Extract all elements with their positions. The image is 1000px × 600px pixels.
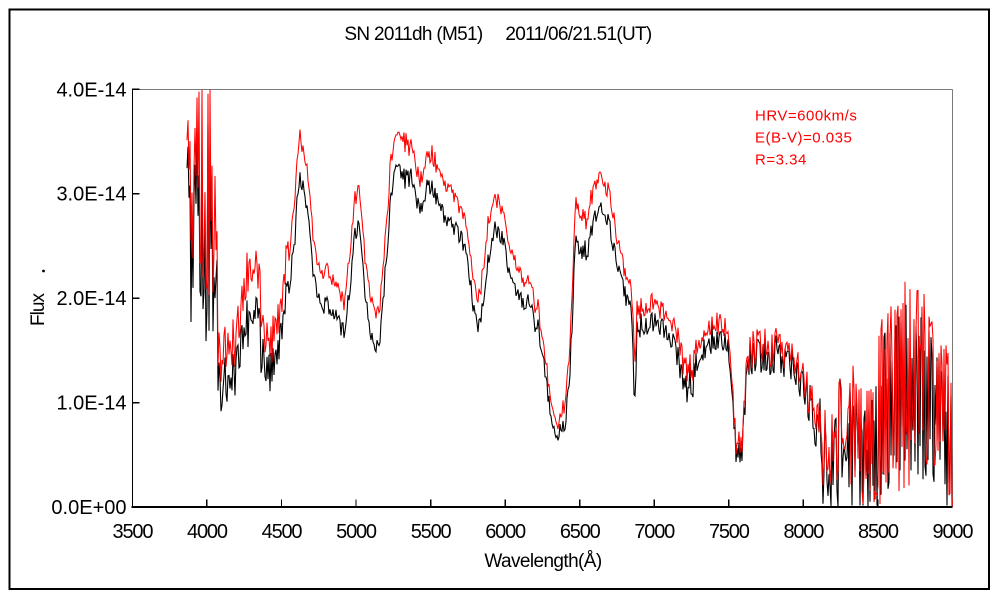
svg-text:5500: 5500 <box>411 521 452 543</box>
svg-text:0.0E+00: 0.0E+00 <box>51 497 126 519</box>
svg-text:6500: 6500 <box>560 521 601 543</box>
svg-text:6000: 6000 <box>485 521 526 543</box>
svg-text:3500: 3500 <box>113 521 154 543</box>
svg-text:R=3.34: R=3.34 <box>755 152 807 169</box>
svg-text:E(B-V)=0.035: E(B-V)=0.035 <box>755 130 852 147</box>
svg-text:8000: 8000 <box>783 521 824 543</box>
svg-text:1.0E-14: 1.0E-14 <box>56 393 126 415</box>
svg-text:7000: 7000 <box>634 521 675 543</box>
svg-text:2.0E-14: 2.0E-14 <box>56 288 126 310</box>
svg-text:8500: 8500 <box>858 521 899 543</box>
svg-text:3.0E-14: 3.0E-14 <box>56 184 126 206</box>
svg-text:HRV=600km/s: HRV=600km/s <box>755 108 857 125</box>
svg-text:Flux: Flux <box>28 293 49 326</box>
svg-text:7500: 7500 <box>709 521 750 543</box>
svg-text:4.0E-14: 4.0E-14 <box>56 79 126 101</box>
svg-text:Wavelength(Å): Wavelength(Å) <box>484 551 601 572</box>
svg-text:4000: 4000 <box>187 521 228 543</box>
svg-text:5000: 5000 <box>336 521 377 543</box>
svg-text:SN 2011dh (M51) 2011/06/21: SN 2011dh (M51) 2011/06/21.51(UT) <box>344 24 652 45</box>
svg-text:9000: 9000 <box>933 521 974 543</box>
svg-text:4500: 4500 <box>262 521 303 543</box>
